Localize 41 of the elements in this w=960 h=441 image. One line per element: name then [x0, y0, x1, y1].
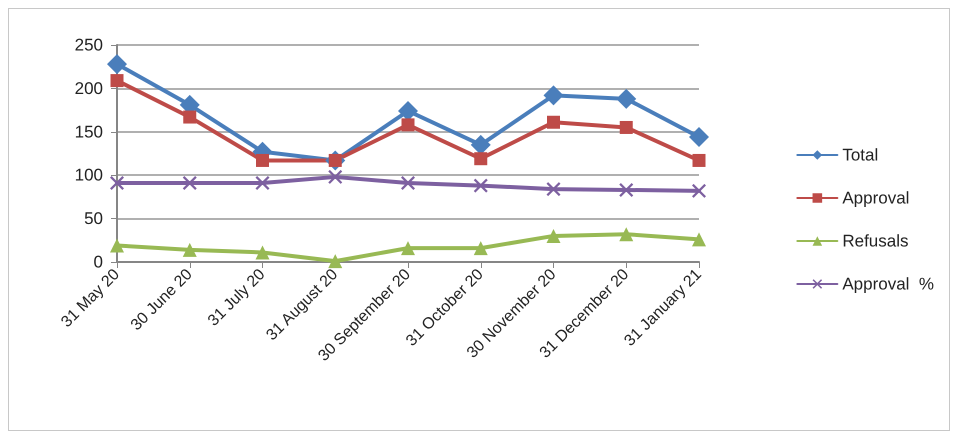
point	[692, 154, 706, 167]
y-tick-label: 150	[74, 122, 103, 142]
point	[547, 116, 560, 129]
point	[110, 238, 124, 253]
point	[401, 241, 415, 256]
point	[182, 242, 197, 257]
legend-label: Total	[842, 146, 878, 164]
legend-label: Approval	[842, 188, 910, 208]
point	[692, 184, 706, 198]
point	[256, 245, 270, 260]
point	[402, 118, 414, 132]
point	[182, 176, 197, 190]
point	[328, 170, 342, 184]
legend-label: Refusals	[842, 232, 908, 250]
point	[256, 154, 269, 167]
point	[616, 88, 636, 109]
x-tick-label: 31 July 20	[204, 266, 269, 330]
point	[110, 176, 124, 190]
point	[689, 127, 709, 148]
point	[546, 182, 560, 196]
point	[474, 152, 488, 166]
point	[107, 54, 127, 74]
y-tick-label: 200	[74, 78, 103, 98]
point	[110, 74, 124, 88]
point	[183, 110, 196, 124]
point	[328, 254, 342, 268]
point	[474, 241, 488, 256]
point	[544, 85, 564, 106]
y-tick-label: 100	[74, 166, 103, 185]
point	[256, 176, 270, 190]
point	[620, 120, 633, 134]
point	[546, 228, 560, 243]
point	[692, 232, 706, 246]
point	[474, 178, 488, 193]
legend-label: Approval %	[842, 274, 934, 294]
y-tick-label: 50	[84, 209, 103, 228]
point	[619, 182, 634, 197]
y-tick-label: 250	[74, 36, 103, 54]
point	[619, 227, 634, 242]
y-tick-label: 0	[94, 252, 103, 272]
point	[401, 176, 415, 190]
